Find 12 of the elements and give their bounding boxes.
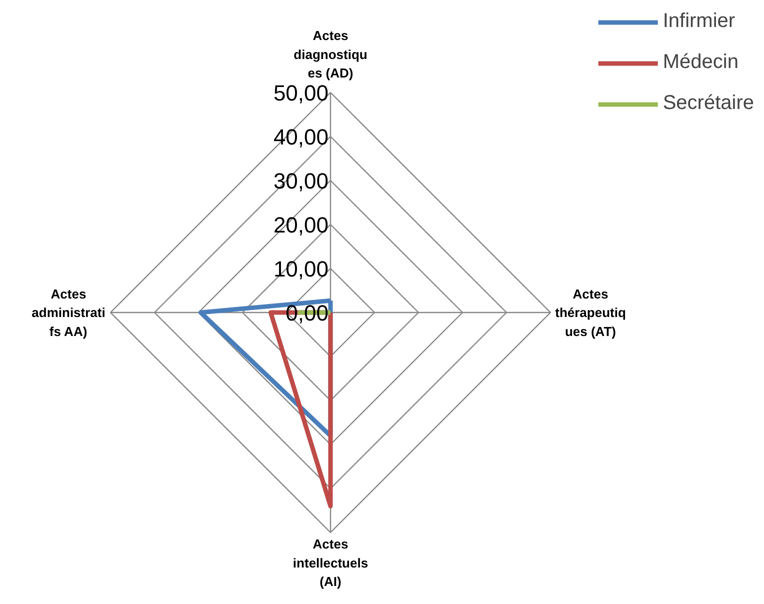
spoke-label: Actes intellectuels (AI) bbox=[292, 536, 368, 589]
legend-label: Secrétaire bbox=[662, 92, 754, 115]
y-tick-label: 20,00 bbox=[273, 212, 329, 238]
spoke-label: Actes diagnostiqu es (AD) bbox=[294, 28, 368, 80]
legend-label: Infirmier bbox=[662, 10, 736, 33]
y-tick-label: 30,00 bbox=[273, 168, 329, 194]
y-tick-label: 40,00 bbox=[273, 124, 329, 150]
spoke-label: Actes thérapeutiq ues (AT) bbox=[555, 286, 626, 339]
spoke-label: Actes administrati fs AA) bbox=[32, 286, 106, 339]
y-tick-label: 10,00 bbox=[273, 256, 329, 282]
y-tick-label: 50,00 bbox=[273, 80, 329, 106]
legend-label: Médecin bbox=[662, 51, 738, 74]
